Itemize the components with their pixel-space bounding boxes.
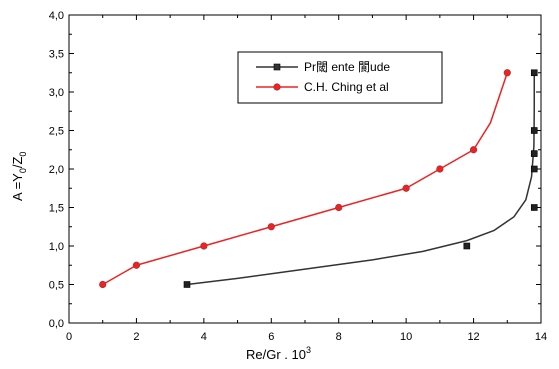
series-2-point: [402, 184, 410, 192]
y-tick-label: 2,5: [49, 126, 64, 138]
series-2-point: [99, 280, 107, 289]
series-1-line: [186, 72, 536, 286]
x-tick-label: 8: [336, 331, 342, 343]
y-tick-label: 0,0: [49, 318, 64, 330]
series-2-point: [469, 146, 478, 154]
legend: Pr閾 ente 閬ude C.H. Ching et al: [237, 51, 443, 104]
x-tick-label: 10: [400, 331, 412, 343]
series-2-point: [132, 261, 141, 269]
y-axis-title-mid: /Z: [10, 157, 25, 169]
y-tick-label: 3,0: [49, 87, 64, 99]
x-axis-title: Re/Gr . 103: [246, 345, 311, 362]
y-axis-ticks: 0,0 0,5 1,0 1,5 2,0 2,5 3,0 3,5 4,0: [49, 10, 541, 330]
series-layer: [99, 69, 538, 289]
series-1-point: [463, 242, 471, 250]
x-tick-label: 0: [66, 331, 72, 343]
series-2-point: [200, 242, 208, 250]
legend-label-series-1: Pr閾 ente 閬ude: [304, 60, 390, 74]
legend-label-series-2: C.H. Ching et al: [304, 80, 389, 94]
y-tick-label: 2,0: [49, 164, 64, 176]
y-tick-label: 1,0: [49, 241, 64, 253]
series-2-point: [503, 69, 511, 77]
x-axis-title-superscript: 3: [306, 345, 311, 355]
series-1-point: [530, 127, 538, 134]
y-tick-label: 0,5: [49, 280, 64, 292]
legend-marker-series-2: [273, 83, 281, 91]
series-1-point: [183, 281, 191, 288]
y-tick-label: 4,0: [49, 10, 64, 22]
y-tick-label: 3,5: [49, 49, 64, 61]
x-tick-label: 12: [467, 331, 479, 343]
series-2-point: [436, 165, 444, 173]
y-axis-title-sub2: 0: [18, 152, 28, 157]
series-1-point: [530, 204, 538, 211]
series-2-line: [102, 72, 509, 286]
series-2-point: [267, 223, 275, 231]
series-1-point: [530, 165, 538, 173]
y-axis-title-sub1: 0: [18, 168, 28, 173]
legend-box: [237, 51, 443, 104]
y-tick-label: 1,5: [49, 203, 64, 215]
x-axis-ticks: 0 2 4 6 8 10 12 14: [66, 15, 547, 343]
series-1-point: [530, 150, 538, 157]
x-tick-label: 6: [268, 331, 274, 343]
series-2-point: [335, 203, 343, 212]
y-axis-title: A =Y0/Z0: [10, 152, 28, 201]
legend-marker-series-1: [273, 63, 281, 71]
series-1-point: [530, 69, 538, 77]
x-tick-label: 14: [535, 331, 547, 343]
x-tick-label: 4: [201, 331, 207, 343]
y-axis-title-a: A =Y: [10, 173, 25, 201]
x-tick-label: 2: [133, 331, 139, 343]
x-axis-title-text: Re/Gr . 10: [246, 347, 306, 362]
